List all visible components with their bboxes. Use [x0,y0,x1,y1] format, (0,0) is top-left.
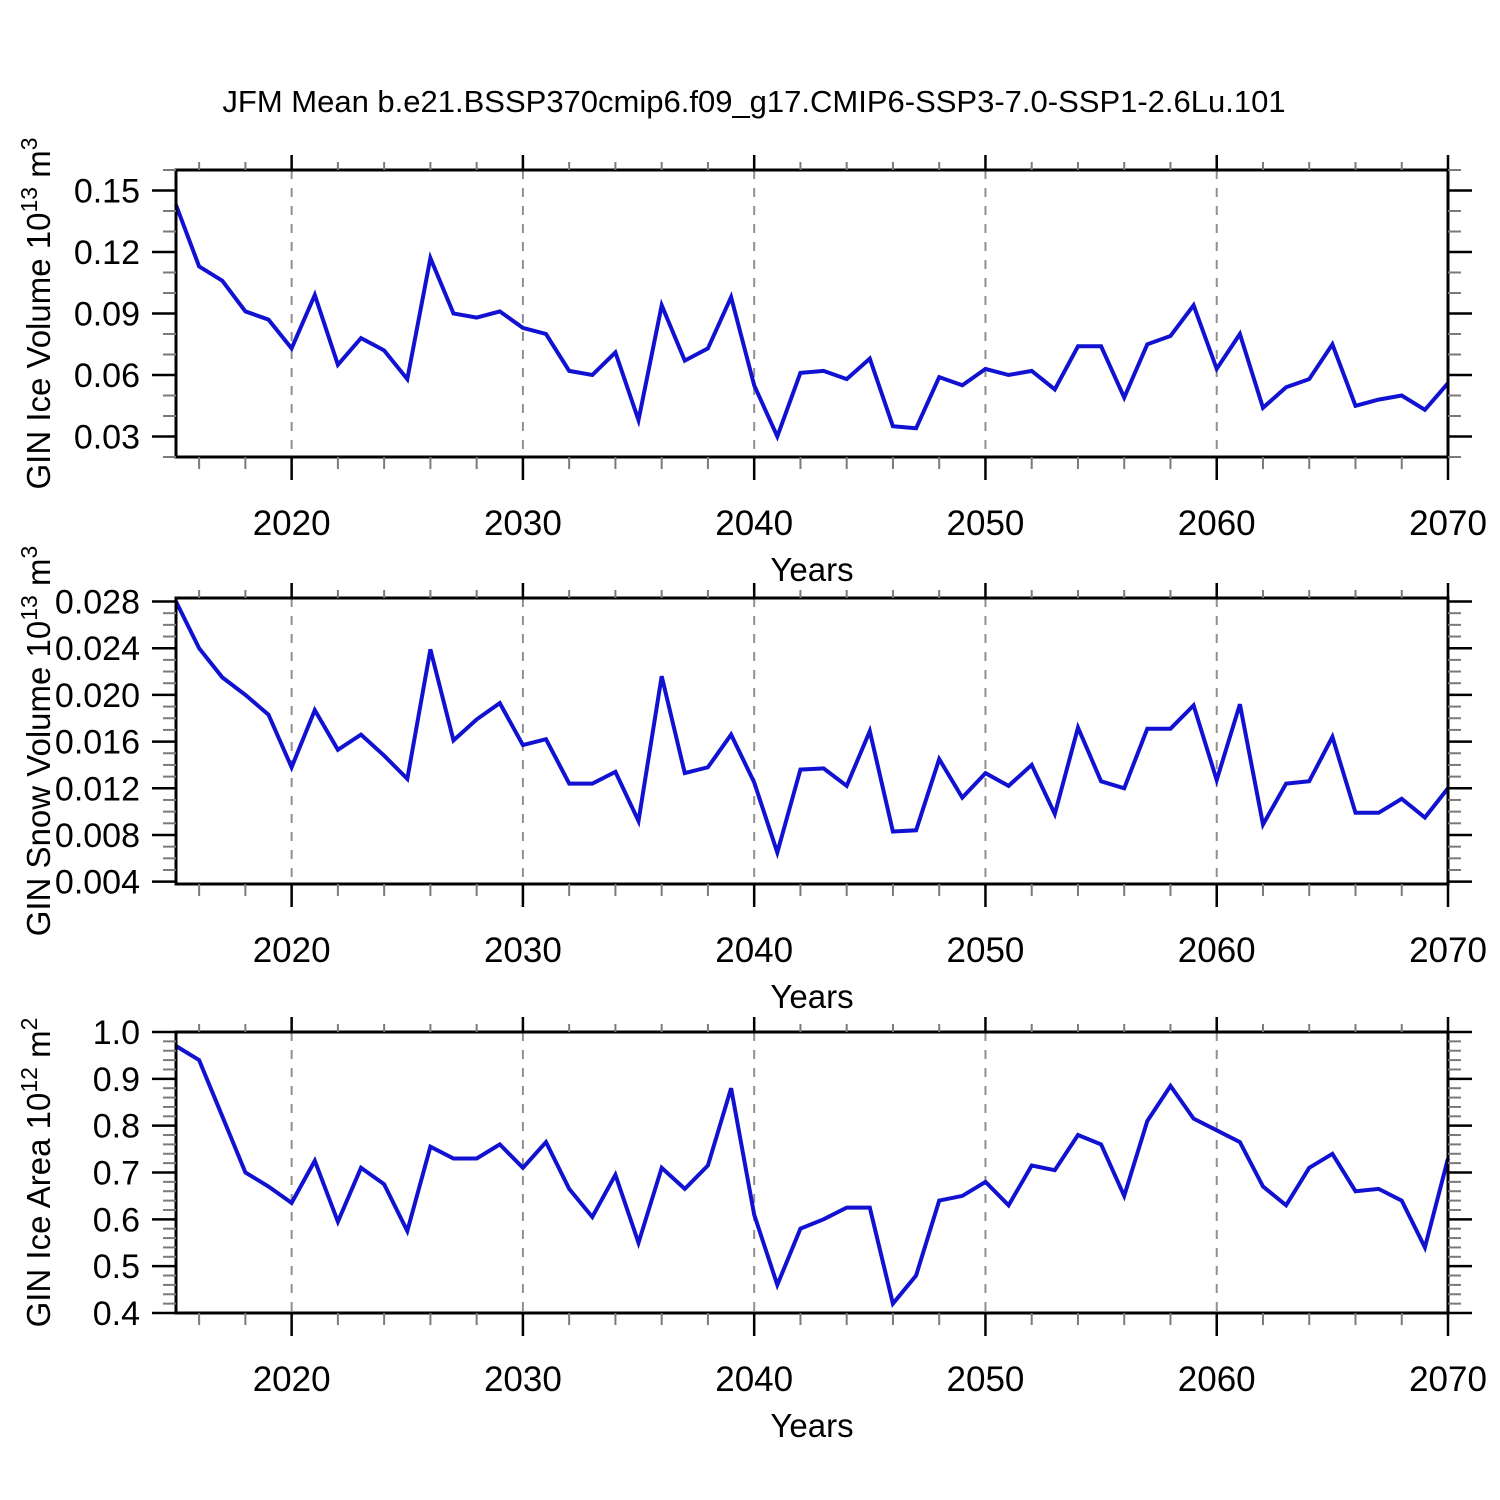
panel-ice-volume: 2020 2030 2040 2050 2060 2070 0.03 0.06 0.09 0.12… [16,137,1487,588]
y-tick-label-0.028: 0.028 [55,584,140,622]
chart-title: JFM Mean b.e21.BSSP370cmip6.f09_g17.CMIP… [222,84,1286,119]
ice-area-line [174,1044,1450,1308]
x-tick-label-2050: 2050 [947,931,1025,970]
y-axis-title-ice-volume: GIN Ice Volume 1013 m3 [16,137,57,489]
x-tick-label-2070: 2070 [1409,931,1487,970]
y-tick-label-1.0: 1.0 [93,1014,140,1052]
y-tick-label-0.012: 0.012 [55,770,140,808]
x-tick-label-2020: 2020 [253,504,331,543]
x-tick-label-2020: 2020 [253,931,331,970]
y-tick-label-0.6: 0.6 [93,1201,140,1239]
x-axis-title-ice-volume: Years [770,551,853,588]
y-tick-label-0.15: 0.15 [74,173,140,211]
x-axis-title-ice-area: Years [770,1407,853,1444]
y-tick-label-0.020: 0.020 [55,677,140,715]
x-tick-label-2070: 2070 [1409,1360,1487,1399]
y-tick-label-0.12: 0.12 [74,234,140,272]
y-tick-label-0.03: 0.03 [74,419,140,457]
x-tick-label-2040: 2040 [715,1360,793,1399]
y-tick-label-0.5: 0.5 [93,1248,140,1286]
y-tick-label-0.06: 0.06 [74,357,140,395]
x-tick-label-2030: 2030 [484,931,562,970]
x-tick-label-2020: 2020 [253,1360,331,1399]
y-axis-title-snow-volume: GIN Snow Volume 1013 m3 [16,546,57,937]
y-axis-title-ice-area: GIN Ice Area 1012 m2 [16,1018,57,1328]
x-tick-label-2030: 2030 [484,504,562,543]
x-tick-label-2040: 2040 [715,504,793,543]
y-tick-label-0.09: 0.09 [74,296,140,334]
x-axis-title-snow-volume: Years [770,978,853,1015]
y-tick-label-0.024: 0.024 [55,630,140,668]
y-tick-label-0.4: 0.4 [93,1295,140,1333]
panel-ice-area: 2020 2030 2040 2050 2060 2070 0.4 0.5 0.6 0.7 0.8 0… [16,1014,1487,1444]
plot-border-ice-volume [174,168,1450,459]
y-tick-label-0.8: 0.8 [93,1108,140,1146]
x-tick-label-2050: 2050 [947,1360,1025,1399]
x-tick-label-2040: 2040 [715,931,793,970]
x-tick-label-2030: 2030 [484,1360,562,1399]
y-tick-label-0.9: 0.9 [93,1061,140,1099]
y-tick-label-0.7: 0.7 [93,1155,140,1193]
ice-volume-line [174,204,1450,442]
x-tick-label-2060: 2060 [1178,504,1256,543]
x-tick-label-2060: 2060 [1178,1360,1256,1399]
x-tick-label-2070: 2070 [1409,504,1487,543]
snow-volume-line [174,600,1450,860]
panel-snow-volume: 2020 2030 2040 2050 2060 2070 0.004 0.008 0.012 0… [16,546,1487,1015]
y-tick-label-0.008: 0.008 [55,817,140,855]
x-tick-label-2060: 2060 [1178,931,1256,970]
x-tick-label-2050: 2050 [947,504,1025,543]
y-tick-label-0.004: 0.004 [55,864,140,902]
y-tick-label-0.016: 0.016 [55,724,140,762]
